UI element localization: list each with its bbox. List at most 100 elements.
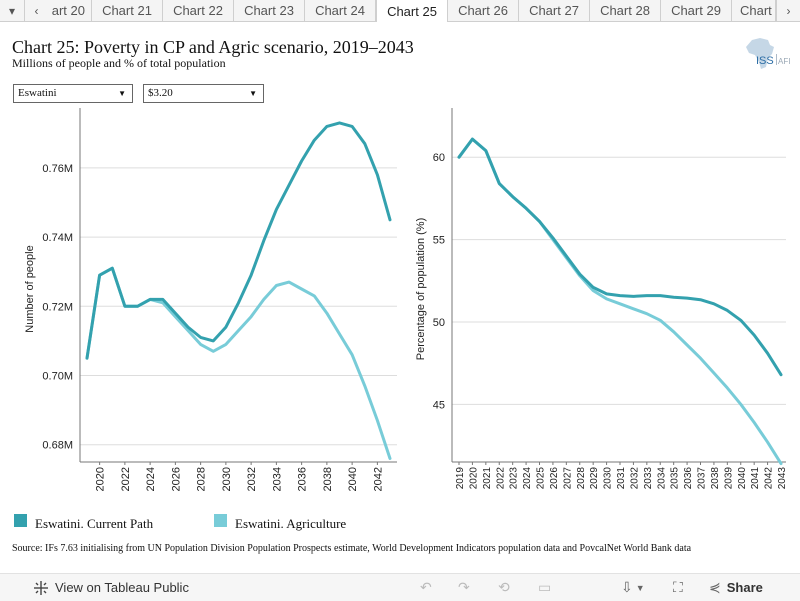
y-tick-label: 60 [433,152,445,164]
country-select[interactable]: Eswatini ▼ [13,84,133,103]
pause-icon[interactable]: ▭ [538,579,552,595]
x-tick-label: 2030 [603,467,614,490]
x-tick-label: 2040 [737,467,748,490]
x-tick-label: 2039 [723,467,734,490]
tableau-toolbar: View on Tableau Public ↶ ↷ ⟲ ▭ ⇩ ▼ ⛶ ⋞ S… [0,573,800,601]
caret-down-icon: ▾ [8,3,16,18]
tab-chart-20[interactable]: art 20 [48,0,92,21]
chevron-right-icon: › [786,3,791,18]
x-tick-label: 2040 [347,467,359,491]
x-tick-label: 2024 [522,467,533,490]
y-axis-title: Number of people [24,245,36,332]
legend-item-agriculture[interactable]: Eswatini. Agriculture [214,512,394,531]
tab-scroll-left-button[interactable]: ‹ [24,0,48,21]
svg-text:AFI: AFI [778,57,790,66]
caret-down-icon: ▼ [249,89,257,98]
series-line [457,137,783,466]
x-tick-label: 2028 [196,467,208,491]
x-tick-label: 2025 [536,467,547,490]
tab-chart-29[interactable]: Chart 29 [661,0,732,21]
x-tick-label: 2020 [95,467,107,491]
x-tick-label: 2026 [549,467,560,490]
page-subtitle: Millions of people and % of total popula… [12,56,226,70]
page-title: Chart 25: Poverty in CP and Agric scenar… [12,37,414,57]
tab-chart-24[interactable]: Chart 24 [305,0,376,21]
iss-africa-logo: ISS AFI [738,36,790,72]
percentage-chart: 45 50 55 60 2019 2020 2021 2022 2023 2024 2025 2026… [415,108,788,489]
y-tick-label: 0.74M [42,232,73,244]
x-tick-label: 2037 [697,467,708,490]
share-button[interactable]: ⋞ Share [709,579,763,595]
x-tick-label: 2042 [372,467,384,491]
svg-text:ISS: ISS [756,55,774,67]
x-tick-label: 2019 [455,467,466,490]
x-tick-label: 2036 [683,467,694,490]
fullscreen-icon[interactable]: ⛶ [673,579,683,595]
caret-down-icon: ▼ [635,582,645,593]
tab-chart-27[interactable]: Chart 27 [519,0,590,21]
caret-down-icon: ▼ [118,89,126,98]
tab-chart-28[interactable]: Chart 28 [590,0,661,21]
tab-chart-26[interactable]: Chart 26 [448,0,519,21]
x-tick-label: 2034 [271,467,283,491]
x-tick-label: 2030 [221,467,233,491]
y-tick-label: 55 [433,235,445,247]
chevron-left-icon: ‹ [34,3,39,18]
legend-swatch [214,514,227,527]
tab-chart-23[interactable]: Chart 23 [234,0,305,21]
x-tick-label: 2031 [616,467,627,490]
x-tick-label: 2029 [589,467,600,490]
undo-icon[interactable]: ↶ [420,579,432,595]
x-tick-label: 2043 [777,467,788,490]
x-tick-label: 2041 [750,467,761,490]
revert-icon[interactable]: ⟲ [498,579,510,595]
x-tick-label: 2035 [670,467,681,490]
x-tick-label: 2027 [562,467,573,490]
series-line [457,137,783,377]
x-tick-label: 2042 [764,467,775,490]
x-tick-label: 2023 [509,467,520,490]
download-icon: ⇩ [621,579,633,595]
tab-chart-22[interactable]: Chart 22 [163,0,234,21]
x-tick-label: 2028 [576,467,587,490]
tab-menu-button[interactable]: ▾ [0,0,24,21]
y-tick-label: 0.68M [42,440,73,452]
x-tick-label: 2033 [643,467,654,490]
redo-icon[interactable]: ↷ [458,579,470,595]
x-tick-label: 2034 [656,467,667,490]
x-tick-label: 2021 [482,467,493,490]
poverty-line-select[interactable]: $3.20 ▼ [143,84,264,103]
sheet-tab-bar: ▾ ‹ art 20 Chart 21 Chart 22 Chart 23 Ch… [0,0,800,22]
series-line [85,266,392,460]
legend-item-current-path[interactable]: Eswatini. Current Path [14,512,194,531]
legend-swatch [14,514,27,527]
x-tick-label: 2038 [322,467,334,491]
x-tick-label: 2020 [468,467,479,490]
x-tick-label: 2026 [170,467,182,491]
x-tick-label: 2036 [297,467,309,491]
x-tick-label: 2022 [120,467,132,491]
x-tick-label: 2022 [495,467,506,490]
x-tick-label: 2024 [145,467,157,491]
x-tick-label: 2032 [246,467,258,491]
tableau-icon [34,580,48,595]
y-tick-label: 50 [433,317,445,329]
y-tick-label: 0.70M [42,371,73,383]
series-line [85,121,392,360]
download-button[interactable]: ⇩ ▼ [621,574,645,601]
share-icon: ⋞ [709,579,721,595]
tab-chart-30[interactable]: Chart [732,0,776,21]
x-tick-label: 2032 [629,467,640,490]
people-chart: 0.68M 0.70M 0.72M 0.74M 0.76M 2020 2022 2024 202… [24,108,397,491]
view-on-tableau-link[interactable]: View on Tableau Public [33,574,189,601]
y-tick-label: 0.76M [42,163,73,175]
tab-scroll-right-button[interactable]: › [776,0,800,21]
x-tick-label: 2038 [710,467,721,490]
y-tick-label: 0.72M [42,301,73,313]
y-tick-label: 45 [433,399,445,411]
tab-chart-25[interactable]: Chart 25 [376,0,448,22]
source-note: Source: IFs 7.63 initialising from UN Po… [12,543,692,554]
y-axis-title: Percentage of population (%) [415,218,427,360]
tab-chart-21[interactable]: Chart 21 [92,0,163,21]
